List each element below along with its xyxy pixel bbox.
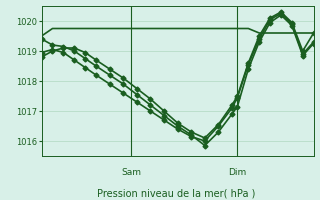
Text: Sam: Sam [121, 168, 141, 177]
Text: Dim: Dim [228, 168, 247, 177]
Text: Pression niveau de la mer( hPa ): Pression niveau de la mer( hPa ) [97, 188, 255, 198]
